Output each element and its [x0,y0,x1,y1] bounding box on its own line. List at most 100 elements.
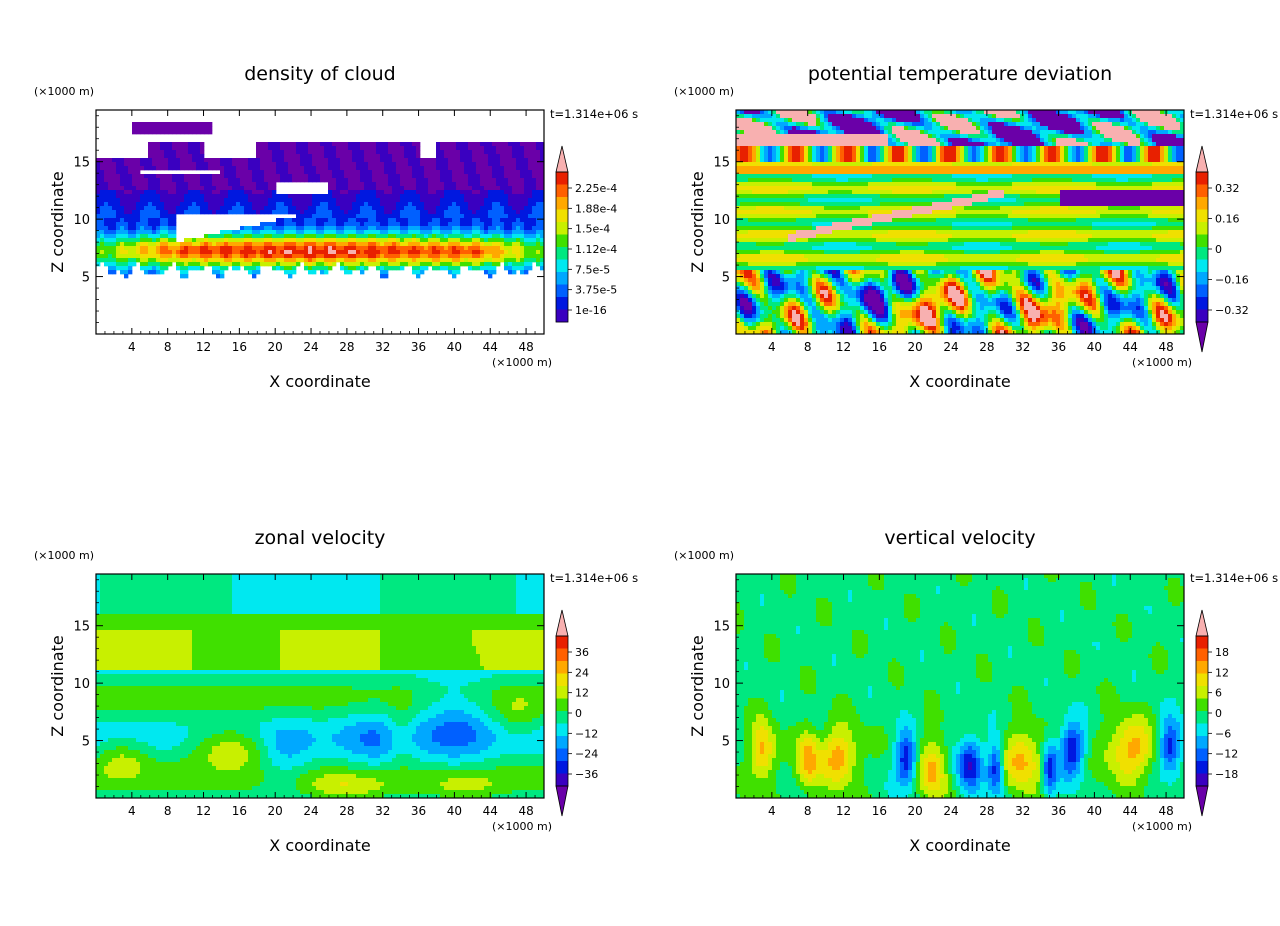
heatmap-cell [772,134,777,139]
heatmap-cell [832,122,837,127]
heatmap-cell [148,230,153,235]
heatmap-cell [772,138,777,143]
heatmap-cell [412,270,417,275]
heatmap-cell [800,158,805,163]
heatmap-cell [276,226,281,231]
heatmap-cell [428,234,433,239]
heatmap-cell [776,110,781,115]
heatmap-cell [328,230,333,235]
heatmap-cell [540,214,545,219]
heatmap-cell [272,246,277,251]
heatmap-cell [908,154,913,159]
heatmap-cell [400,246,405,251]
heatmap-cell [1048,138,1053,143]
heatmap-cell [908,142,913,147]
heatmap-cell [308,270,313,275]
heatmap-cell [848,114,853,119]
heatmap-cell [300,258,305,263]
heatmap-cell [1060,154,1065,159]
heatmap-cell [436,234,441,239]
heatmap-cell [120,214,125,219]
heatmap-cell [452,186,457,191]
heatmap-cell [520,218,525,223]
heatmap-cell [468,230,473,235]
heatmap-cell [140,178,145,183]
heatmap-cell [836,158,841,163]
heatmap-cell [940,126,945,131]
heatmap-cell [488,202,493,207]
heatmap-cell [472,258,477,263]
heatmap-cell [788,150,793,155]
heatmap-cell [476,174,481,179]
heatmap-cell [980,158,985,163]
heatmap-cell [760,146,765,151]
heatmap-cell [416,170,421,175]
heatmap-cell [344,206,349,211]
heatmap-cell [1100,122,1105,127]
heatmap-cell [836,126,841,131]
heatmap-cell [1176,138,1181,143]
heatmap-cell [956,126,961,131]
heatmap-cell [1140,114,1145,119]
heatmap-cell [424,258,429,263]
heatmap-cell [1000,158,1005,163]
heatmap-cell [116,250,121,255]
heatmap-cell [512,186,517,191]
heatmap-cell [144,206,149,211]
heatmap-cell [260,198,265,203]
heatmap-cell [452,158,457,163]
heatmap-cell [288,202,293,207]
heatmap-cell [132,258,137,263]
heatmap-cell [876,142,881,147]
heatmap-cell [944,138,949,143]
heatmap-cell [108,254,113,259]
heatmap-cell [376,178,381,183]
heatmap-cell [516,222,521,227]
heatmap-cell [200,130,205,135]
heatmap-cell [376,174,381,179]
heatmap-cell [184,206,189,211]
heatmap-cell [228,206,233,211]
heatmap-cell [512,214,517,219]
heatmap-cell [228,234,233,239]
heatmap-cell [456,202,461,207]
heatmap-cell [344,158,349,163]
heatmap-cell [1152,126,1157,131]
heatmap-cell [824,162,829,167]
heatmap-cell [180,206,185,211]
heatmap-cell [1044,122,1049,127]
heatmap-cell [332,258,337,263]
heatmap-cell [392,258,397,263]
heatmap-cell [124,258,129,263]
heatmap-cell [224,170,229,175]
heatmap-cell [1112,142,1117,147]
heatmap-cell [968,110,973,115]
heatmap-cell [1116,114,1121,119]
heatmap-cell [196,246,201,251]
heatmap-cell [284,250,289,255]
heatmap-cell [248,170,253,175]
heatmap-cell [524,226,529,231]
heatmap-cell [488,234,493,239]
heatmap-cell [216,274,221,279]
heatmap-cell [944,110,949,115]
heatmap-cell [124,202,129,207]
heatmap-cell [524,230,529,235]
heatmap-cell [388,230,393,235]
heatmap-cell [464,186,469,191]
heatmap-cell [344,182,349,187]
chart-title: potential temperature deviation [808,63,1112,85]
heatmap-cell [236,186,241,191]
heatmap-cell [1088,158,1093,163]
heatmap-cell [820,130,825,135]
heatmap-cell [248,202,253,207]
heatmap-cell [808,138,813,143]
heatmap-cell [312,238,317,243]
heatmap-cell [1120,146,1125,151]
heatmap-cell [844,130,849,135]
heatmap-cell [448,142,453,147]
heatmap-cell [208,130,213,135]
heatmap-cell [364,238,369,243]
heatmap-cell [200,146,205,151]
heatmap-cell [472,142,477,147]
